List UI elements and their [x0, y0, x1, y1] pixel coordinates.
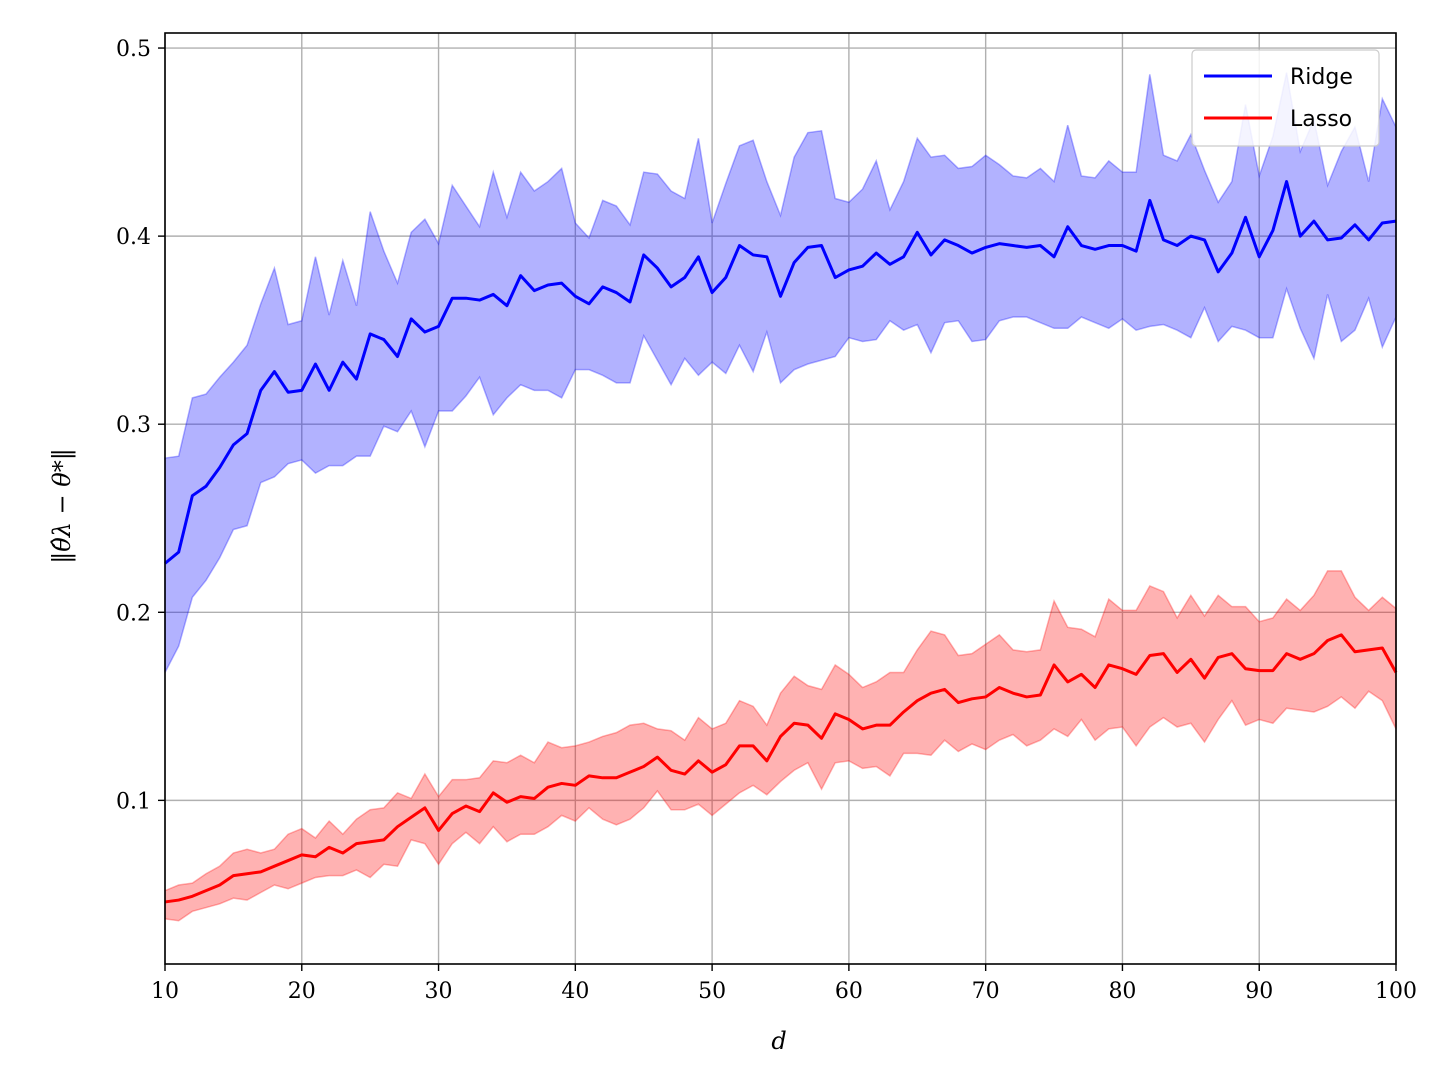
- legend-label-lasso: Lasso: [1290, 107, 1352, 132]
- y-tick-label: 0.5: [116, 37, 151, 62]
- y-axis-label: ‖θ̂λ − θ*‖: [48, 448, 77, 563]
- x-tick-label: 80: [1108, 979, 1136, 1004]
- x-tick-label: 10: [151, 979, 179, 1004]
- plot-area-frame: [164, 32, 1397, 965]
- x-tick-label: 50: [698, 979, 726, 1004]
- series-lines: [164, 180, 1398, 904]
- x-tick-label: 60: [835, 979, 863, 1004]
- x-axis-label: d: [771, 1027, 786, 1055]
- y-tick-label: 0.4: [116, 225, 151, 250]
- y-tick-label: 0.3: [116, 413, 151, 438]
- lasso-confidence-band: [164, 570, 1397, 922]
- x-tick-label: 30: [425, 979, 453, 1004]
- axis-ticks: 10 20 30 40 50 60 70 80 90 100 0.1 0.2 0.3 0.4 0.5: [116, 37, 1417, 1004]
- legend-label-ridge: Ridge: [1290, 65, 1353, 90]
- legend: Ridge Lasso: [1191, 49, 1380, 147]
- x-tick-label: 100: [1375, 979, 1417, 1004]
- y-tick-label: 0.2: [116, 601, 151, 626]
- legend-box: [1191, 49, 1380, 147]
- ridge-series-line: [164, 180, 1397, 565]
- x-tick-label: 70: [972, 979, 1000, 1004]
- x-tick-label: 20: [288, 979, 316, 1004]
- confidence-bands: [164, 72, 1397, 922]
- x-tick-label: 40: [561, 979, 589, 1004]
- x-tick-label: 90: [1245, 979, 1273, 1004]
- y-tick-label: 0.1: [116, 789, 151, 814]
- lasso-series-line: [164, 633, 1398, 904]
- grid: [164, 33, 1397, 964]
